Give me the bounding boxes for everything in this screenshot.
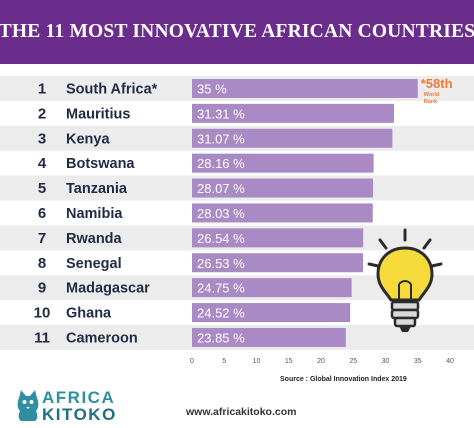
bar-9 — [192, 278, 352, 298]
x-tick-label: 20 — [317, 358, 325, 365]
value-label: 28.03 % — [197, 206, 245, 221]
x-tick-label: 0 — [190, 358, 194, 365]
country-label: Kenya — [66, 131, 110, 147]
bar-11 — [192, 327, 346, 347]
bar-3 — [192, 128, 393, 148]
bar-2 — [192, 103, 394, 123]
annotation-rank: *58th — [421, 76, 453, 91]
rank-label: 1 — [38, 80, 46, 97]
rank-label: 10 — [34, 305, 51, 322]
country-label: Namibia — [66, 206, 123, 222]
lightbulb-icon — [367, 228, 443, 332]
rank-label: 8 — [38, 255, 46, 272]
africakitoko-logo[interactable]: AFRICA KITOKO — [16, 386, 126, 426]
country-label: Rwanda — [66, 231, 123, 247]
rank-label: 11 — [34, 329, 50, 346]
logo-wordmark-line2: KITOKO — [42, 405, 117, 424]
value-label: 24.75 % — [197, 281, 245, 296]
x-tick-label: 10 — [253, 358, 261, 365]
rank-label: 6 — [38, 205, 46, 222]
value-label: 26.54 % — [197, 231, 245, 246]
value-label: 31.31 % — [197, 106, 245, 121]
website-link[interactable]: www.africakitoko.com — [186, 406, 297, 418]
rank-label: 5 — [38, 180, 46, 197]
header-banner: THE 11 MOST INNOVATIVE AFRICAN COUNTRIES — [0, 0, 474, 64]
cat-icon — [17, 390, 39, 421]
rank-label: 3 — [38, 130, 46, 147]
x-tick-label: 40 — [446, 358, 454, 365]
rank-label: 7 — [38, 230, 46, 247]
x-tick-label: 30 — [382, 358, 390, 365]
bar-10 — [192, 303, 351, 323]
rank-label: 2 — [38, 105, 46, 122]
country-label: Cameroon — [66, 330, 138, 346]
country-label: Madagascar — [66, 281, 150, 297]
value-label: 31.07 % — [197, 131, 245, 146]
value-label: 24.52 % — [197, 306, 245, 321]
value-label: 28.07 % — [197, 181, 245, 196]
source-note: Source : Global Innovation Index 2019 — [280, 376, 407, 383]
x-tick-label: 25 — [349, 358, 357, 365]
x-tick-label: 5 — [222, 358, 226, 365]
country-label: Mauritius — [66, 106, 130, 122]
value-label: 26.53 % — [197, 256, 245, 271]
x-tick-label: 35 — [414, 358, 422, 365]
bar-7 — [192, 228, 364, 248]
country-label: Ghana — [66, 306, 112, 322]
value-label: 28.16 % — [197, 156, 245, 171]
annotation-rank-word: Rank — [424, 99, 438, 105]
value-label: 23.85 % — [197, 330, 245, 345]
logo-wordmark-line1: AFRICA — [42, 388, 116, 407]
country-label: Tanzania — [66, 181, 128, 197]
country-label: South Africa* — [66, 81, 158, 97]
bar-8 — [192, 253, 364, 273]
x-tick-label: 15 — [285, 358, 293, 365]
page-title: THE 11 MOST INNOVATIVE AFRICAN COUNTRIES — [0, 21, 474, 42]
bar-1 — [192, 78, 418, 98]
bar-6 — [192, 203, 373, 223]
value-label: 35 % — [197, 81, 227, 96]
rank-label: 9 — [38, 280, 46, 297]
country-label: Senegal — [66, 256, 122, 272]
bar-4 — [192, 153, 374, 173]
bar-5 — [192, 178, 374, 198]
rank-label: 4 — [38, 155, 47, 172]
annotation-world: World — [424, 92, 439, 98]
country-label: Botswana — [66, 156, 135, 172]
